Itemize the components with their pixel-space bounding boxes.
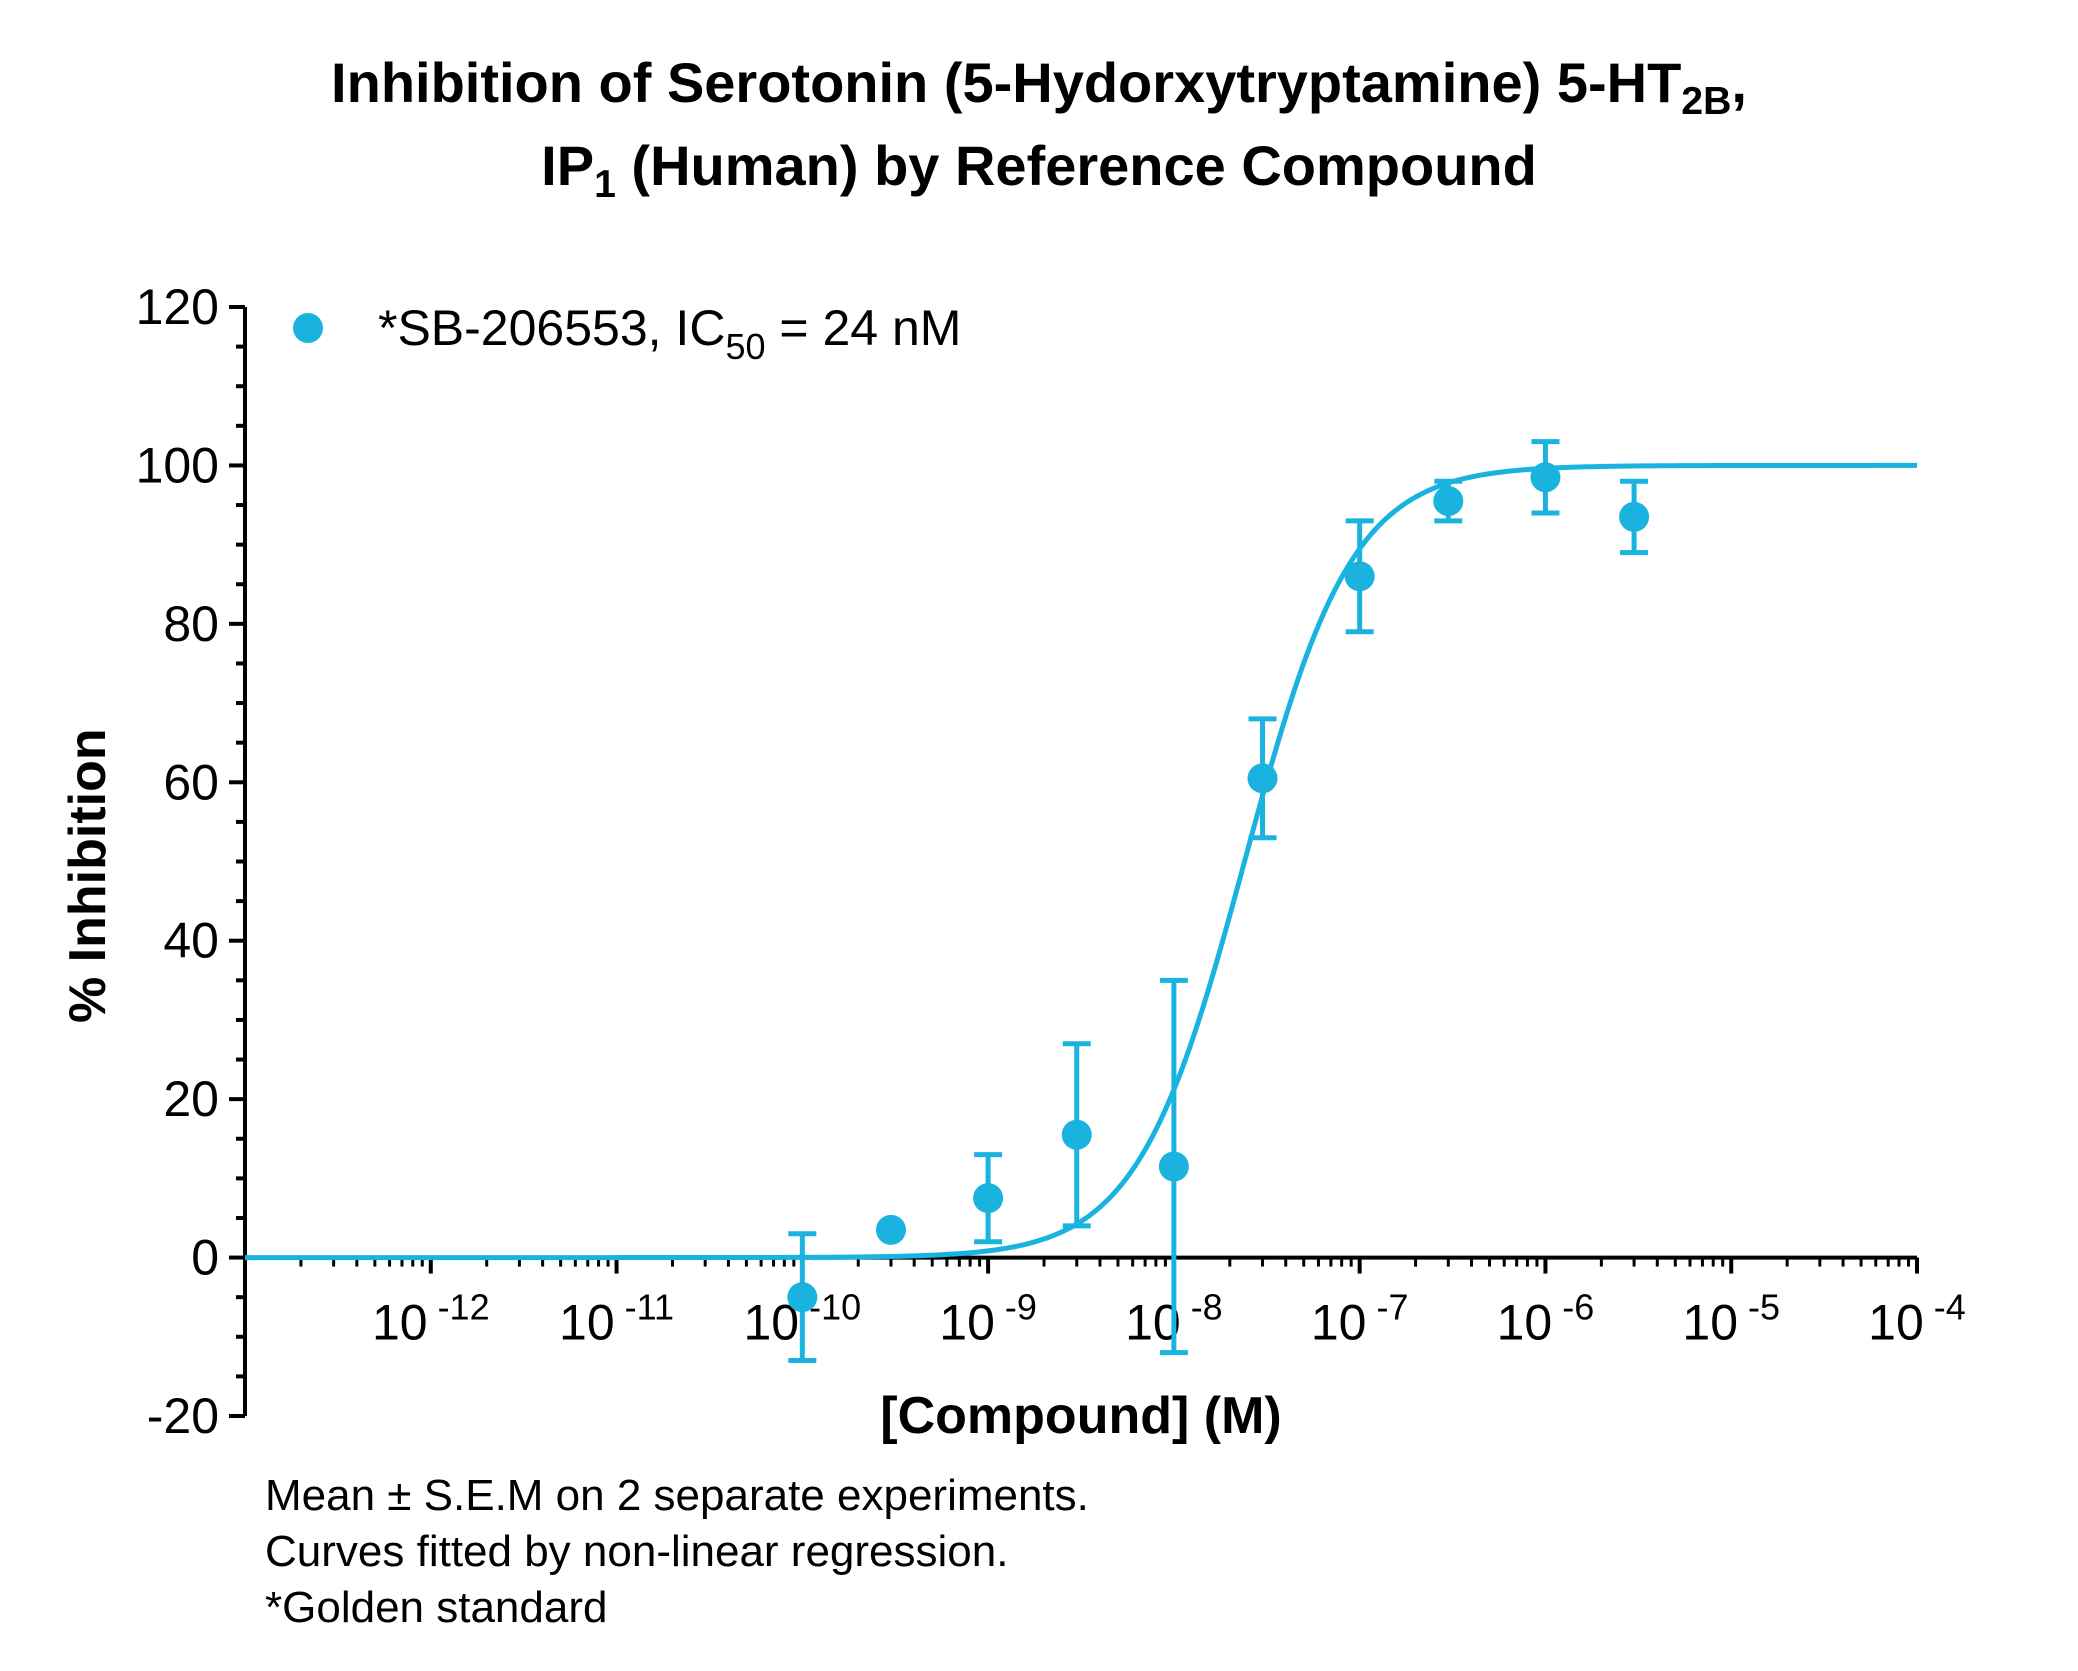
title-text-2: (Human) by Reference Compound <box>615 134 1537 197</box>
footnote-2: Curves fitted by non-linear regression. <box>265 1527 1009 1576</box>
x-tick-label: 10 -9 <box>939 1287 1037 1351</box>
x-tick-label: 10 -6 <box>1497 1287 1595 1351</box>
title-suffix-1: , <box>1731 51 1747 114</box>
x-axis-label: [Compound] (M) <box>880 1387 1282 1445</box>
y-tick-label: 80 <box>163 596 219 652</box>
title-prefix-2: IP <box>541 134 595 197</box>
data-point <box>1433 486 1464 517</box>
chart-title-line-1: Inhibition of Serotonin (5-Hydorxytrypta… <box>0 55 2078 121</box>
data-point <box>1247 763 1278 794</box>
data-point <box>1344 561 1375 592</box>
y-tick-label: 100 <box>136 437 219 493</box>
y-tick-label: 20 <box>163 1071 219 1127</box>
data-point <box>1158 1151 1189 1182</box>
data-point <box>973 1183 1004 1214</box>
x-tick-label: 10 -7 <box>1311 1287 1409 1351</box>
data-point <box>875 1214 906 1245</box>
y-tick-label: -20 <box>147 1388 219 1444</box>
title-text-1: Inhibition of Serotonin (5-Hydorxytrypta… <box>331 51 1682 114</box>
y-axis-label: % Inhibition <box>59 728 117 1023</box>
data-point <box>1530 462 1561 493</box>
x-tick-label: 10 -5 <box>1682 1287 1780 1351</box>
data-point <box>787 1282 818 1313</box>
x-tick-label: 10 -11 <box>559 1287 674 1351</box>
fit-curve <box>245 462 1917 1261</box>
data-point <box>1619 501 1650 532</box>
y-tick-label: 60 <box>163 754 219 810</box>
data-point <box>1061 1119 1092 1150</box>
x-tick-label: 10 -4 <box>1868 1287 1966 1351</box>
title-sub-1: 2B <box>1681 79 1732 123</box>
chart-title-line-2: IP1 (Human) by Reference Compound <box>0 138 2078 204</box>
footnote-3: *Golden standard <box>265 1583 608 1632</box>
footnote-1: Mean ± S.E.M on 2 separate experiments. <box>265 1471 1089 1520</box>
title-sub-2: 1 <box>594 162 616 206</box>
y-tick-label: 0 <box>191 1230 219 1286</box>
legend-label: *SB-206553, IC50 = 24 nM <box>378 300 961 367</box>
y-tick-label: 120 <box>136 279 219 335</box>
legend-marker <box>293 313 323 343</box>
y-tick-label: 40 <box>163 913 219 969</box>
x-tick-label: 10 -12 <box>372 1287 490 1351</box>
